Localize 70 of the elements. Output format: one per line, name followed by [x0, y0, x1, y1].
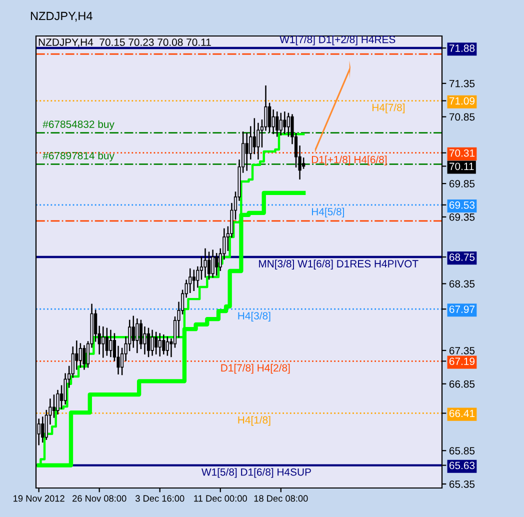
ref-line-label: D1[7/8] H4[2/8]: [221, 364, 290, 374]
candlestick: [286, 112, 290, 137]
candlestick: [215, 253, 218, 276]
candlestick: [196, 266, 200, 288]
y-tick-label: 70.31: [449, 149, 475, 157]
candlestick: [154, 332, 158, 354]
candlestick: [109, 330, 112, 358]
candlestick: [204, 248, 207, 278]
x-tick-label: 26 Nov 08:00: [72, 495, 126, 502]
y-tick-label: 65.63: [449, 462, 475, 470]
ref-line-label: H4[1/8]: [238, 416, 270, 426]
candlestick: [146, 328, 150, 358]
candlestick: [162, 334, 166, 354]
y-tick-label: 66.41: [449, 410, 475, 418]
x-tick-label: 3 Dec 16:00: [135, 495, 184, 502]
candlestick: [105, 328, 108, 356]
candlestick: [78, 343, 82, 368]
candlestick: [102, 326, 105, 358]
ref-line-label: #67897814 buy: [42, 152, 114, 162]
y-tick-label: 65.35: [449, 480, 475, 488]
candlestick: [52, 394, 56, 418]
ref-line-label: H4[7/8]: [372, 104, 404, 114]
ref-line-label: H4[3/8]: [238, 312, 270, 322]
candlestick: [252, 118, 256, 154]
ref-line-label: W1[5/8] D1[6/8] H4SUP: [202, 468, 311, 478]
y-tick-label: 66.85: [449, 380, 475, 388]
y-tick-label: 67.19: [449, 358, 475, 366]
candlestick: [82, 345, 86, 370]
y-tick-label: 71.88: [449, 44, 475, 52]
y-tick-label: 70.11: [449, 162, 474, 170]
y-tick-label: 69.35: [449, 213, 475, 221]
y-tick-label: 69.53: [449, 201, 475, 209]
candlestick: [132, 316, 135, 348]
ref-line-label: H4[5/8]: [312, 208, 344, 218]
x-tick-label: 18 Dec 08:00: [254, 495, 308, 502]
y-tick-label: 70.85: [449, 113, 475, 121]
candlestick: [272, 109, 275, 134]
candlestick: [276, 111, 279, 137]
chart-subtitle: NZDJPY,H4 70.15 70.23 70.08 70.11: [38, 38, 211, 48]
y-tick-label: 71.35: [449, 80, 475, 88]
ref-line-label: W1[7/8] D1[+2/8] H4RES: [280, 36, 396, 46]
candlestick: [207, 252, 211, 280]
y-tick-label: 67.35: [449, 346, 475, 354]
candlestick: [268, 102, 272, 133]
x-tick-label: 11 Dec 00:00: [194, 495, 247, 502]
candlestick: [279, 112, 282, 136]
candlestick: [283, 111, 286, 134]
candlestick: [302, 158, 306, 169]
candlestick: [41, 416, 44, 443]
ref-line-label: MN[3/8] W1[6/8] D1RES H4PIVOT: [259, 260, 418, 270]
y-tick-label: 69.85: [449, 180, 475, 188]
candlestick: [245, 132, 248, 171]
y-tick-label: 68.75: [449, 253, 475, 261]
x-tick-label: 19 Nov 2012: [14, 495, 64, 502]
candlestick: [150, 330, 154, 356]
chart-title: NZDJPY,H4: [30, 12, 92, 22]
candlestick: [192, 270, 196, 291]
y-tick-label: 68.35: [449, 280, 475, 288]
ref-line-label: #67854832 buy: [42, 120, 114, 130]
candlestick: [211, 250, 214, 278]
candlestick: [188, 268, 192, 294]
y-tick-label: 65.85: [449, 447, 475, 454]
y-tick-label: 67.97: [449, 306, 474, 313]
candlestick: [166, 336, 169, 356]
candlestick: [75, 340, 78, 370]
candlestick: [158, 333, 162, 356]
y-tick-label: 71.09: [449, 97, 475, 105]
ref-line-label: D1[+1/8] H4[6/8]: [312, 156, 387, 166]
candlestick: [143, 326, 146, 354]
candlestick: [136, 318, 139, 354]
